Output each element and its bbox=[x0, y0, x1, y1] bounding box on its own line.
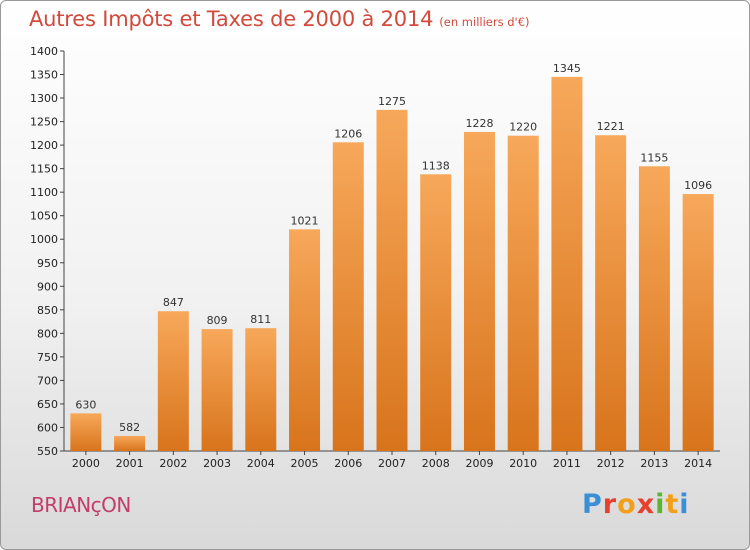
bar-2011 bbox=[551, 76, 583, 451]
value-label-2006: 1206 bbox=[334, 127, 362, 140]
logo-letter: o bbox=[617, 489, 637, 520]
y-tick-label: 1000 bbox=[30, 233, 58, 246]
y-tick-label: 550 bbox=[37, 445, 58, 458]
value-label-2008: 1138 bbox=[422, 159, 450, 172]
y-tick-label: 700 bbox=[37, 374, 58, 387]
value-label-2009: 1228 bbox=[465, 117, 493, 130]
bar-2002 bbox=[157, 311, 189, 451]
x-tick-label-2004: 2004 bbox=[247, 457, 275, 470]
bar-2009 bbox=[463, 131, 495, 452]
y-tick-label: 1400 bbox=[30, 45, 58, 58]
y-tick-label: 1200 bbox=[30, 139, 58, 152]
y-tick-label: 1250 bbox=[30, 116, 58, 129]
bar-2014 bbox=[682, 194, 714, 451]
logo-letter: i bbox=[655, 489, 666, 520]
logo-letter: P bbox=[582, 489, 603, 520]
x-tick-label-2003: 2003 bbox=[203, 457, 231, 470]
bar-2008 bbox=[420, 174, 452, 451]
axes: 550 600 650 700 750 800 850 900 950 1000 1050 1100 1… bbox=[30, 45, 720, 470]
bar-2000 bbox=[70, 413, 102, 451]
y-tick-label: 850 bbox=[37, 304, 58, 317]
x-tick-label-2009: 2009 bbox=[465, 457, 493, 470]
bar-2001 bbox=[114, 435, 146, 451]
x-tick-label-2006: 2006 bbox=[334, 457, 362, 470]
value-label-2003: 809 bbox=[207, 314, 228, 327]
y-tick-label: 1150 bbox=[30, 163, 58, 176]
x-tick-label-2010: 2010 bbox=[509, 457, 537, 470]
y-tick-label: 1050 bbox=[30, 210, 58, 223]
value-label-2012: 1221 bbox=[597, 120, 625, 133]
bars bbox=[70, 76, 714, 452]
y-tick-label: 1100 bbox=[30, 186, 58, 199]
y-tick-label: 950 bbox=[37, 257, 58, 270]
logo-letter: i bbox=[679, 489, 690, 520]
x-tick-label-2007: 2007 bbox=[378, 457, 406, 470]
x-tick-label-2012: 2012 bbox=[597, 457, 625, 470]
y-tick-label: 650 bbox=[37, 398, 58, 411]
bar-2007 bbox=[376, 109, 408, 451]
x-tick-label-2001: 2001 bbox=[116, 457, 144, 470]
chart-title: Autres Impôts et Taxes de 2000 à 2014 (en… bbox=[29, 7, 530, 31]
value-label-2002: 847 bbox=[163, 296, 184, 309]
value-label-2013: 1155 bbox=[640, 151, 668, 164]
bar-2010 bbox=[507, 135, 539, 452]
y-tick-label: 600 bbox=[37, 421, 58, 434]
city-name: BRIANçON bbox=[31, 493, 131, 517]
title-unit: (en milliers d'€) bbox=[439, 15, 530, 29]
x-tick-label-2013: 2013 bbox=[640, 457, 668, 470]
title-main: Autres Impôts et Taxes de 2000 à 2014 bbox=[29, 7, 434, 31]
value-label-2011: 1345 bbox=[553, 62, 581, 75]
y-tick-label: 750 bbox=[37, 351, 58, 364]
value-label-2001: 582 bbox=[119, 421, 140, 434]
bar-2013 bbox=[638, 166, 670, 451]
bar-2006 bbox=[332, 142, 364, 451]
bar-2004 bbox=[245, 328, 277, 451]
value-label-2004: 811 bbox=[250, 313, 271, 326]
y-tick-label: 800 bbox=[37, 327, 58, 340]
bar-2003 bbox=[201, 329, 233, 451]
value-label-2000: 630 bbox=[75, 398, 96, 411]
bar-2005 bbox=[289, 229, 321, 451]
value-label-2014: 1096 bbox=[684, 179, 712, 192]
value-label-2010: 1220 bbox=[509, 121, 537, 134]
value-labels: 630 582 847 809 811 1021 1206 1275 1138 1228 1220 1… bbox=[75, 62, 712, 434]
x-tick-label-2011: 2011 bbox=[553, 457, 581, 470]
proxiti-logo: Proxiti bbox=[582, 489, 690, 520]
x-tick-label-2008: 2008 bbox=[422, 457, 450, 470]
value-label-2007: 1275 bbox=[378, 95, 406, 108]
x-tick-label-2014: 2014 bbox=[684, 457, 712, 470]
logo-letter: t bbox=[665, 489, 680, 520]
logo-letter: r bbox=[602, 489, 618, 520]
x-tick-label-2002: 2002 bbox=[159, 457, 187, 470]
y-tick-label: 1350 bbox=[30, 69, 58, 82]
x-tick-label-2000: 2000 bbox=[72, 457, 100, 470]
value-label-2005: 1021 bbox=[291, 214, 319, 227]
bar-2012 bbox=[595, 135, 627, 451]
y-tick-label: 900 bbox=[37, 280, 58, 293]
logo-letter: x bbox=[636, 489, 656, 520]
x-tick-label-2005: 2005 bbox=[291, 457, 319, 470]
y-tick-label: 1300 bbox=[30, 92, 58, 105]
